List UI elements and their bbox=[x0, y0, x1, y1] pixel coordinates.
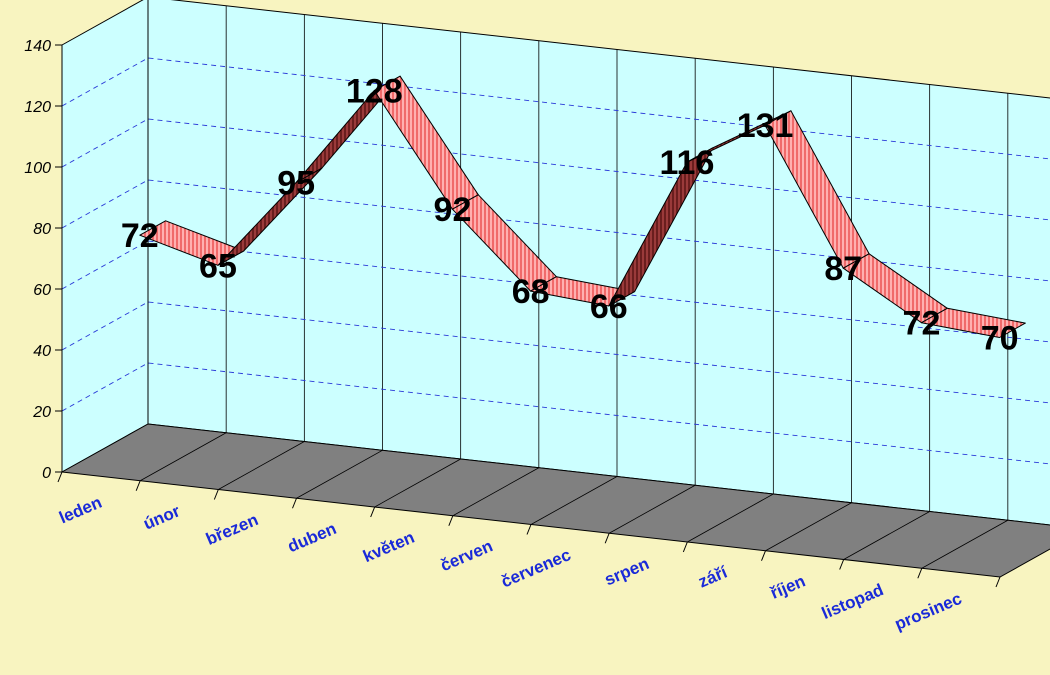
floor-divider bbox=[921, 519, 1009, 569]
y-axis: 0 20 40 60 80 100 120 140 bbox=[24, 38, 63, 482]
data-label: 68 bbox=[512, 273, 550, 311]
data-label: 131 bbox=[737, 107, 794, 145]
x-tick-label: říjen bbox=[768, 571, 808, 603]
data-label: 87 bbox=[824, 250, 862, 288]
data-label: 128 bbox=[346, 73, 403, 111]
x-tick-mark bbox=[448, 515, 454, 526]
data-label: 92 bbox=[434, 191, 472, 229]
x-tick-label: květen bbox=[360, 528, 417, 567]
x-tick-mark bbox=[995, 576, 1001, 588]
floor-divider bbox=[843, 511, 930, 560]
x-tick-mark bbox=[839, 559, 845, 570]
x-tick-label: leden bbox=[56, 493, 104, 528]
x-tick-label: září bbox=[696, 562, 732, 591]
data-labels: 72 65 95 128 92 68 66 116 131 87 72 70 bbox=[121, 73, 1019, 358]
y-tick-label: 40 bbox=[33, 343, 51, 360]
floor-divider bbox=[452, 467, 540, 517]
x-tick-mark bbox=[604, 533, 610, 544]
y-tick-label: 140 bbox=[24, 38, 51, 55]
x-tick-label: červenec bbox=[498, 545, 573, 591]
floor-divider bbox=[218, 441, 305, 490]
x-tick-label: březen bbox=[203, 510, 261, 549]
x-tick-label: únor bbox=[141, 501, 184, 533]
x-tick-mark bbox=[761, 550, 766, 561]
floor-divider bbox=[765, 502, 852, 552]
data-label: 70 bbox=[981, 320, 1019, 358]
x-tick-mark bbox=[213, 489, 219, 500]
y-tick-label: 20 bbox=[32, 404, 51, 421]
floor-divider bbox=[296, 449, 383, 499]
ribbon-segment bbox=[921, 307, 1026, 338]
x-tick-label: prosinec bbox=[892, 589, 965, 634]
x-tick-mark bbox=[917, 568, 923, 579]
y-tick-label: 0 bbox=[42, 465, 51, 482]
data-label: 66 bbox=[590, 288, 628, 326]
floor-divider bbox=[374, 458, 461, 508]
x-tick-label: listopad bbox=[819, 580, 886, 623]
floor-divider bbox=[608, 484, 696, 534]
x-tick-mark bbox=[682, 541, 688, 553]
ribbon-series bbox=[139, 75, 1026, 338]
x-tick-mark bbox=[370, 506, 376, 518]
y-tick-label: 120 bbox=[24, 99, 51, 116]
x-tick-label: srpen bbox=[602, 554, 652, 590]
data-label: 65 bbox=[199, 247, 237, 285]
data-label: 72 bbox=[903, 305, 941, 343]
x-tick-mark bbox=[292, 498, 297, 509]
data-label: 72 bbox=[121, 217, 159, 255]
data-label: 116 bbox=[660, 144, 715, 182]
x-tick-mark bbox=[526, 524, 532, 535]
x-tick-mark bbox=[57, 471, 63, 483]
y-tick-label: 80 bbox=[33, 221, 51, 238]
floor-divider bbox=[687, 493, 774, 543]
x-tick-label: duben bbox=[285, 519, 339, 556]
x-tick-mark bbox=[135, 480, 141, 491]
y-tick-label: 100 bbox=[24, 160, 51, 177]
floor-divider bbox=[139, 432, 227, 482]
data-label: 95 bbox=[277, 165, 315, 203]
x-tick-label: červen bbox=[438, 536, 496, 575]
floor-divider bbox=[530, 476, 618, 525]
y-tick-label: 60 bbox=[33, 282, 51, 299]
